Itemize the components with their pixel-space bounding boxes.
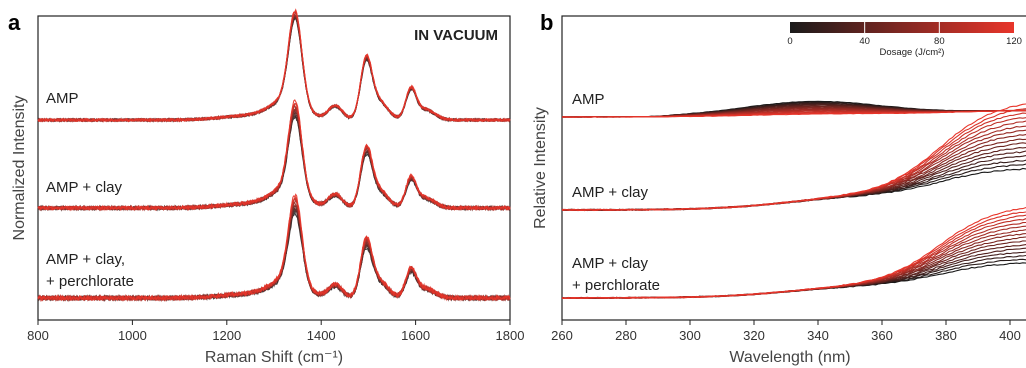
- panel-b-xtick-label: 320: [743, 328, 765, 343]
- panel-a-series-label: AMP + clay,: [46, 251, 125, 268]
- panel-b-ticks: 260 280 300 320 340 360 380 400: [551, 320, 1021, 343]
- panel-a-series-label-line2: + perchlorate: [46, 273, 134, 290]
- panel-a-trace: [37, 8, 511, 123]
- panel-b-series-label: AMP + clay: [572, 255, 649, 272]
- panel-b-trace: [561, 109, 1026, 118]
- panel-b-xtick-label: 360: [871, 328, 893, 343]
- panel-a-xlabel: Raman Shift (cm⁻¹): [205, 349, 343, 366]
- panel-b-xtick-label: 280: [615, 328, 637, 343]
- colorbar-gradient: [790, 22, 1014, 33]
- colorbar-tick-label: 80: [934, 36, 945, 47]
- panel-a-annotation: IN VACUUM: [414, 27, 498, 44]
- panel-a-xtick-label: 1800: [496, 328, 525, 343]
- colorbar-tick-label: 120: [1006, 36, 1022, 47]
- panel-b-trace: [561, 103, 1026, 212]
- panel-b-series-label: AMP: [572, 91, 605, 108]
- panel-a-series-label: AMP + clay: [46, 179, 123, 196]
- panel-a-trace: [37, 99, 511, 212]
- panel-b-series-label: AMP + clay: [572, 184, 649, 201]
- panel-a-xtick-label: 1000: [118, 328, 147, 343]
- panel-b-xtick-label: 400: [999, 328, 1021, 343]
- panel-b-xtick-label: 300: [679, 328, 701, 343]
- panel-b-series-label-line2: + perchlorate: [572, 277, 660, 294]
- panel-a-series-labels: AMP AMP + clay AMP + clay, + perchlorate: [46, 90, 134, 290]
- panel-a-frame: [37, 15, 511, 321]
- panel-a-xtick-label: 1400: [307, 328, 336, 343]
- dosage-colorbar: 0 40 80 120 Dosage (J/cm²): [787, 22, 1022, 58]
- panel-b-trace: [561, 207, 1026, 299]
- panel-a-xtick-label: 800: [27, 328, 49, 343]
- panel-b-xlabel: Wavelength (nm): [729, 349, 850, 366]
- panel-b-traces: [561, 100, 1026, 300]
- panel-b-series-labels: AMP AMP + clay AMP + clay + perchlorate: [572, 91, 660, 294]
- panel-b-frame: [561, 15, 1026, 321]
- panel-b-letter: b: [540, 10, 553, 35]
- colorbar-tick-label: 40: [859, 36, 870, 47]
- colorbar-title: Dosage (J/cm²): [880, 47, 945, 58]
- panel-a-letter: a: [8, 10, 21, 35]
- panel-a-traces: [37, 8, 511, 303]
- panel-a-trace: [37, 193, 511, 302]
- panel-b-xtick-label: 340: [807, 328, 829, 343]
- panel-a-ticks: 800 1000 1200 1400 1600 1800: [27, 320, 524, 343]
- colorbar-tick-label: 0: [787, 36, 792, 47]
- panel-a-xtick-label: 1600: [401, 328, 430, 343]
- panel-a-xtick-label: 1200: [212, 328, 241, 343]
- panel-b-xtick-label: 260: [551, 328, 573, 343]
- panel-b-ylabel: Relative Intensity: [532, 107, 549, 229]
- panel-a-series-label: AMP: [46, 90, 79, 107]
- panel-a-ylabel: Normalized Intensity: [11, 96, 28, 241]
- panel-b-xtick-label: 380: [935, 328, 957, 343]
